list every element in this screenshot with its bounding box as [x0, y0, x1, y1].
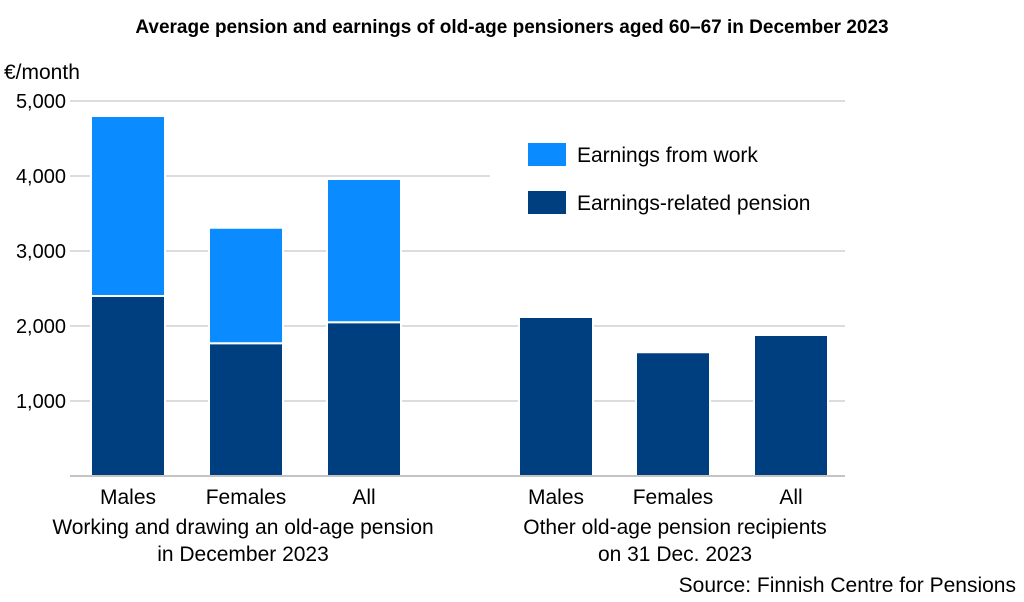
y-tick-label: 1,000: [16, 391, 66, 413]
group-labels: Working and drawing an old-age pension in…: [52, 516, 826, 566]
legend: Earnings from work Earnings-related pensi…: [528, 143, 810, 215]
bar-pension: [753, 334, 829, 477]
bar-pension: [326, 321, 402, 477]
legend-swatch: [528, 143, 566, 166]
y-axis-ticks: 1,000 2,000 3,000 4,000 5,000: [16, 91, 66, 413]
legend-swatch: [528, 191, 566, 214]
bar-pension: [208, 342, 284, 477]
bars: [90, 115, 829, 477]
bar-pension: [635, 351, 711, 477]
x-category-label: All: [779, 486, 802, 509]
group-label: Working and drawing an old-age pension: [52, 516, 433, 539]
x-category-label: Females: [206, 486, 287, 509]
bar-earnings: [326, 178, 402, 324]
y-tick-label: 2,000: [16, 316, 66, 338]
x-category-label: All: [352, 486, 375, 509]
chart-title: Average pension and earnings of old-age …: [135, 17, 888, 38]
source-note: Source: Finnish Centre for Pensions: [679, 574, 1016, 597]
bar-pension: [90, 295, 166, 477]
group-label: on 31 Dec. 2023: [598, 543, 752, 566]
group-label: Other old-age pension recipients: [523, 516, 827, 539]
bar-earnings: [90, 115, 166, 297]
x-axis-category-labels: Males Females All Males Females All: [100, 486, 803, 509]
y-tick-label: 4,000: [16, 166, 66, 188]
bar-pension: [518, 316, 594, 477]
x-category-label: Females: [633, 486, 714, 509]
y-tick-label: 3,000: [16, 241, 66, 263]
x-category-label: Males: [528, 486, 584, 509]
legend-label: Earnings-related pension: [577, 192, 810, 215]
bar-earnings: [208, 226, 284, 345]
group-label: in December 2023: [157, 543, 329, 566]
legend-label: Earnings from work: [577, 144, 758, 167]
y-axis-unit-label: €/month: [4, 61, 80, 84]
x-category-label: Males: [100, 486, 156, 509]
y-tick-label: 5,000: [16, 91, 66, 113]
